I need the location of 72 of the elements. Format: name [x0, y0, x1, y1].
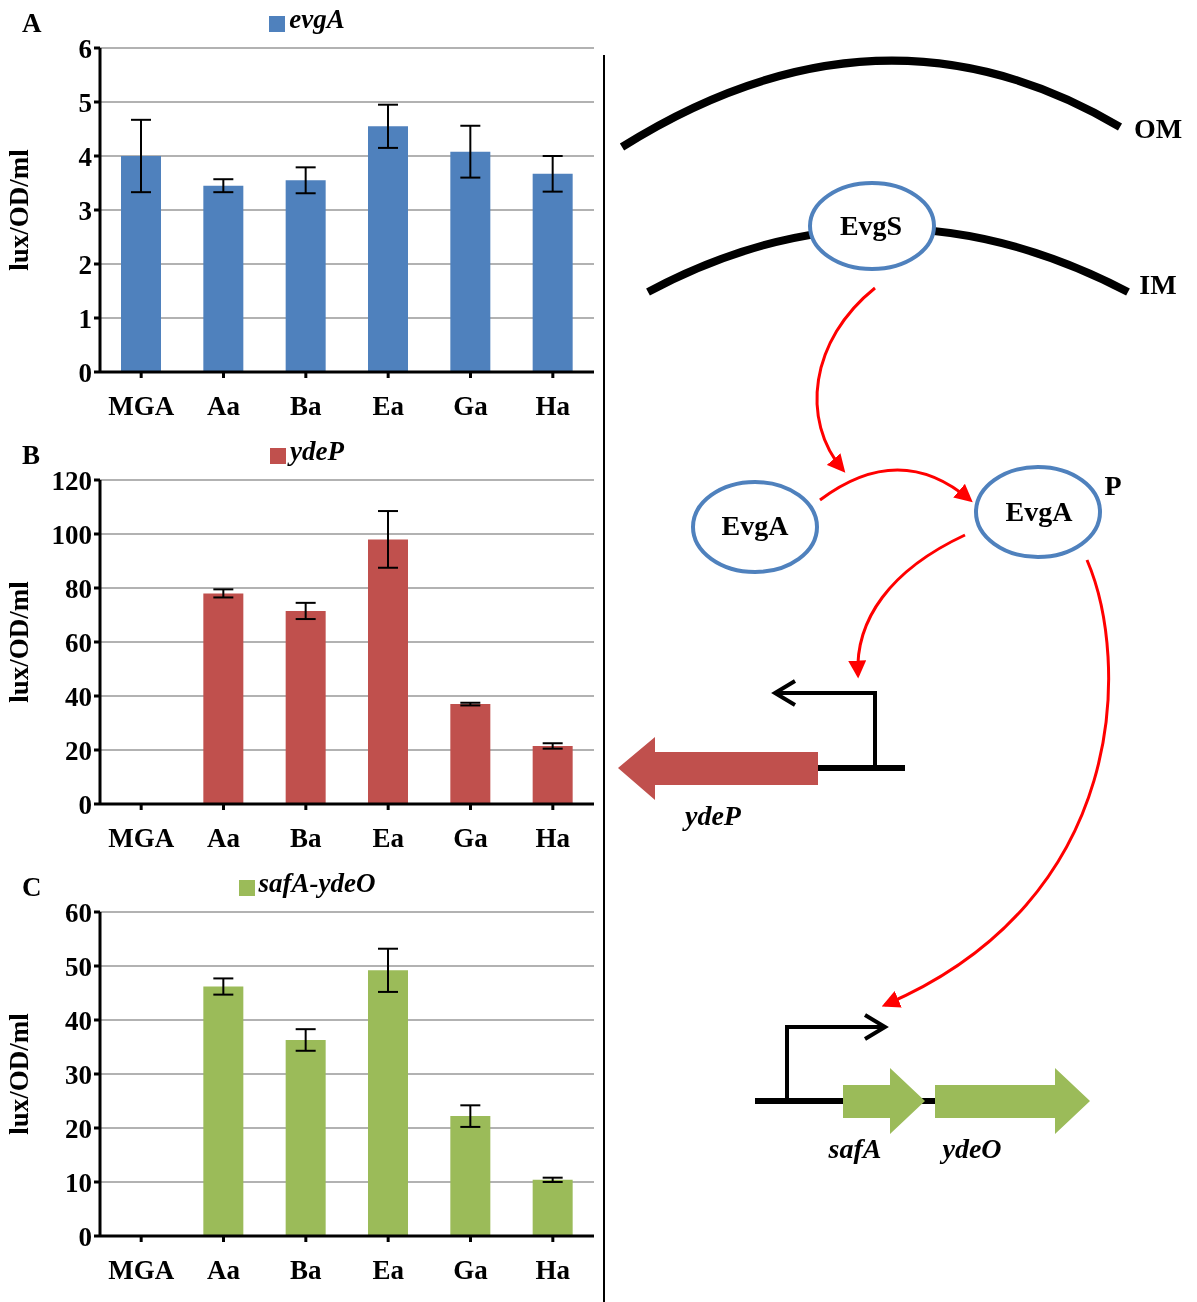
x-tick-label: Ea — [372, 391, 405, 422]
x-tick-label: Ha — [535, 823, 571, 854]
y-tick-label: 20 — [65, 735, 92, 766]
x-tick-label: Ha — [535, 391, 571, 422]
bar — [450, 704, 491, 804]
x-tick-label: Aa — [207, 1255, 241, 1286]
bar — [532, 745, 573, 804]
text: P — [1104, 470, 1122, 501]
bar — [368, 126, 408, 372]
bar — [203, 185, 244, 372]
y-axis-title: lux/OD/ml — [3, 148, 34, 271]
y-tick-label: 6 — [78, 33, 92, 64]
y-tick-label: 5 — [78, 87, 92, 118]
y-tick-label: 30 — [65, 1059, 92, 1090]
text: ydeO — [939, 1133, 1002, 1164]
text: EvgA — [1005, 496, 1074, 527]
bar — [450, 151, 491, 372]
bar — [532, 173, 573, 372]
y-tick-label: 0 — [78, 789, 92, 820]
legend-label: safA-ydeO — [258, 868, 376, 898]
x-tick-label: Aa — [207, 823, 241, 854]
y-tick-label: 40 — [65, 681, 92, 712]
x-tick-label: Ea — [372, 1255, 405, 1286]
x-tick-label: Ga — [453, 823, 489, 854]
y-tick-label: 0 — [78, 1221, 92, 1252]
text: B — [22, 440, 41, 471]
y-tick-label: 60 — [65, 897, 92, 928]
y-tick-label: 0 — [78, 357, 92, 388]
text: OM — [1133, 113, 1183, 144]
text: safA — [827, 1133, 882, 1164]
text: C — [22, 872, 42, 903]
y-tick-label: 100 — [51, 519, 92, 550]
legend-label: evgA — [289, 4, 345, 34]
bar — [285, 180, 326, 372]
y-tick-label: 20 — [65, 1113, 92, 1144]
x-tick-label: MGA — [108, 1255, 175, 1286]
y-axis-title: lux/OD/ml — [3, 580, 34, 703]
x-tick-label: Aa — [207, 391, 241, 422]
text: IM — [1139, 269, 1177, 300]
bar — [285, 1039, 326, 1236]
x-tick-label: Ba — [290, 1255, 323, 1286]
y-tick-label: 1 — [78, 303, 92, 334]
x-tick-label: Ba — [290, 391, 323, 422]
x-tick-label: Ga — [453, 1255, 489, 1286]
x-tick-label: Ea — [372, 823, 405, 854]
y-tick-label: 80 — [65, 573, 92, 604]
y-axis-title: lux/OD/ml — [3, 1012, 34, 1135]
bar — [121, 156, 161, 372]
bar — [285, 610, 326, 804]
x-tick-label: Ba — [290, 823, 323, 854]
y-tick-label: 50 — [65, 951, 92, 982]
bar — [450, 1116, 491, 1236]
text: EvgS — [839, 210, 903, 241]
text: EvgA — [721, 510, 790, 541]
bar — [368, 539, 408, 804]
text: ydeP — [682, 800, 742, 831]
text: A — [22, 8, 42, 39]
y-tick-label: 3 — [78, 195, 92, 226]
y-tick-label: 40 — [65, 1005, 92, 1036]
x-tick-label: Ga — [453, 391, 489, 422]
bar — [203, 986, 244, 1236]
y-tick-label: 60 — [65, 627, 92, 658]
y-tick-label: 4 — [78, 141, 92, 172]
bar — [203, 593, 244, 804]
x-tick-label: Ha — [535, 1255, 571, 1286]
x-tick-label: MGA — [108, 391, 175, 422]
bar — [368, 970, 408, 1236]
x-tick-label: MGA — [108, 823, 175, 854]
y-tick-label: 2 — [78, 249, 92, 280]
y-tick-label: 120 — [51, 465, 92, 496]
y-tick-label: 10 — [65, 1167, 92, 1198]
bar — [532, 1179, 573, 1236]
